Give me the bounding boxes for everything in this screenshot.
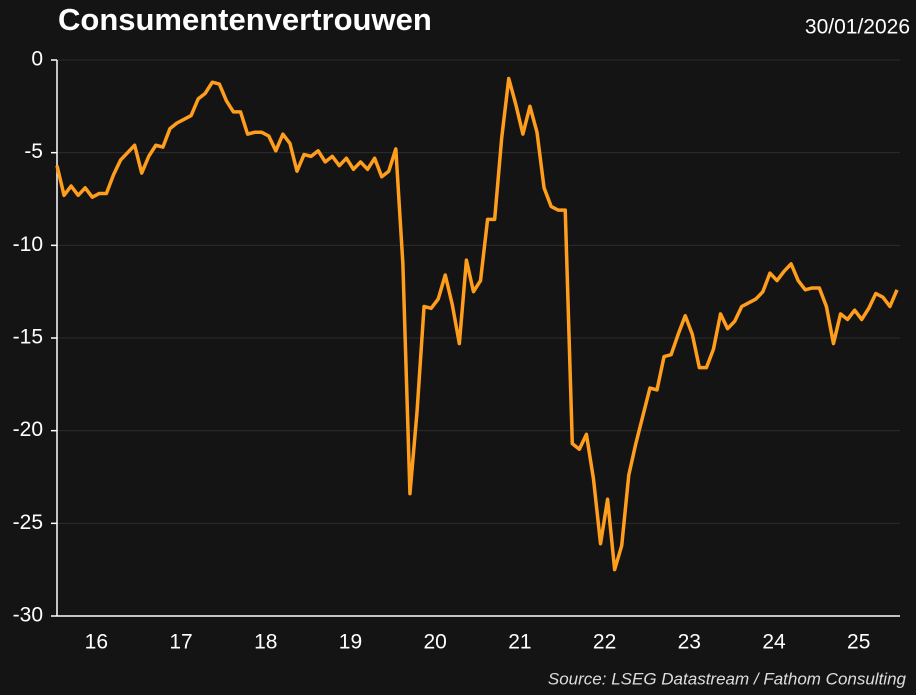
x-tick-label: 23 bbox=[678, 631, 701, 654]
y-tick-label: 0 bbox=[31, 48, 43, 71]
x-tick-label: 18 bbox=[254, 631, 277, 654]
x-tick-label: 16 bbox=[85, 631, 108, 654]
x-tick-label: 21 bbox=[508, 631, 531, 654]
y-tick-label: -15 bbox=[13, 326, 43, 349]
x-tick-label: 22 bbox=[593, 631, 616, 654]
x-tick-label: 19 bbox=[339, 631, 362, 654]
x-tick-label: 20 bbox=[423, 631, 446, 654]
y-tick-label: -30 bbox=[13, 604, 43, 627]
data-line bbox=[55, 76, 899, 572]
x-tick-label: 25 bbox=[847, 631, 870, 654]
source-note: Source: LSEG Datastream / Fathom Consult… bbox=[548, 669, 907, 688]
y-tick-label: -25 bbox=[13, 511, 43, 534]
x-tick-label: 24 bbox=[762, 631, 786, 654]
x-tick-label: 17 bbox=[169, 631, 192, 654]
date-label: 30/01/2026 bbox=[805, 16, 910, 39]
chart-title: Consumentenvertrouwen bbox=[58, 2, 432, 37]
y-tick-label: -10 bbox=[13, 233, 43, 256]
y-tick-label: -5 bbox=[24, 140, 43, 163]
y-tick-label: -20 bbox=[13, 418, 43, 441]
